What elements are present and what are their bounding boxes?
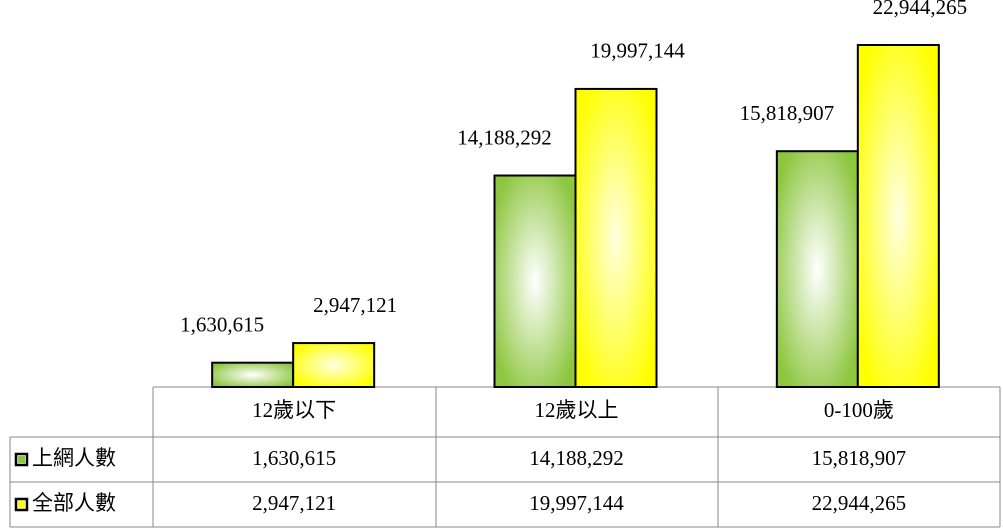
data-label: 14,188,292 [457,125,552,149]
legend-swatch-inner [18,501,25,508]
legend-swatch-inner [18,456,25,463]
table-cell: 19,997,144 [529,491,624,515]
legend-label: 上網人數 [32,446,116,470]
bar [775,150,859,388]
x-tick-label: 12歲以下 [252,398,336,422]
table-cell: 14,188,292 [529,446,624,470]
data-label: 2,947,121 [313,293,397,317]
bar [211,361,295,389]
table-cell: 1,630,615 [252,446,336,470]
data-label: 19,997,144 [590,39,685,63]
x-tick-label: 0-100歲 [824,398,894,422]
bar [856,44,940,388]
data-label: 15,818,907 [740,101,835,125]
data-label: 22,944,265 [873,0,968,19]
data-label: 1,630,615 [180,313,264,337]
table-cell: 15,818,907 [812,446,907,470]
bar [292,342,376,388]
table-cell: 2,947,121 [252,491,336,515]
x-tick-label: 12歲以上 [535,398,619,422]
bar [493,174,577,388]
bar [574,87,658,388]
legend-label: 全部人數 [32,491,116,515]
table-cell: 22,944,265 [812,491,907,515]
